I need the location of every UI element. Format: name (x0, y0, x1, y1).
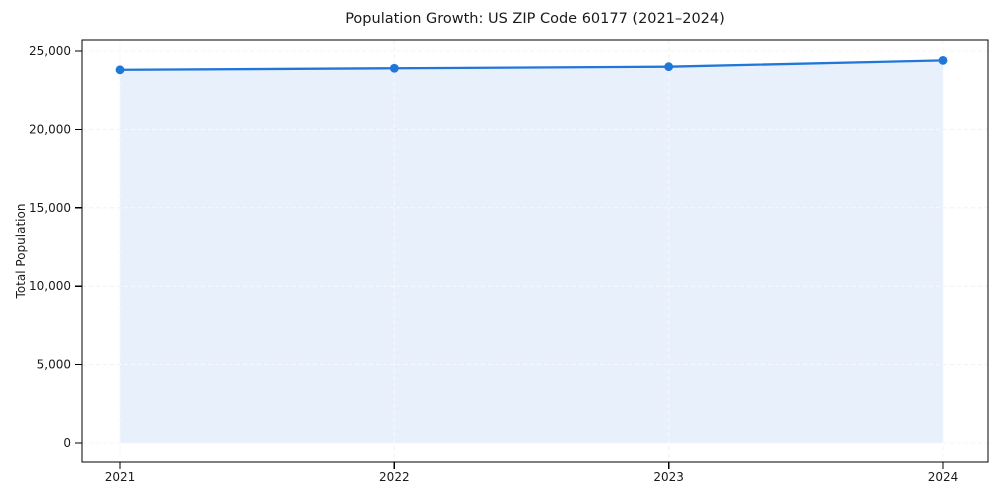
y-tick-label: 0 (63, 436, 71, 450)
data-point (115, 65, 125, 75)
y-tick-label: 5,000 (37, 358, 71, 372)
data-line (118, 59, 945, 71)
x-tick-label: 2024 (928, 470, 959, 484)
area-fill (120, 60, 943, 444)
chart-title: Population Growth: US ZIP Code 60177 (20… (345, 11, 725, 27)
x-tick-label: 2021 (105, 470, 136, 484)
x-tick-label: 2022 (379, 470, 410, 484)
axis-frame (81, 39, 989, 463)
y-tick-label: 25,000 (29, 44, 71, 58)
y-tick-label: 20,000 (29, 122, 71, 136)
data-point (389, 63, 399, 73)
data-point (938, 56, 948, 65)
y-tick-label: 15,000 (29, 201, 71, 215)
y-tick-label: 10,000 (29, 279, 71, 293)
ticks: 0 5,000 10,000 15,000 20,000 25,000 2021 2022 20… (29, 44, 958, 484)
grid-over (82, 40, 988, 462)
x-tick-label: 2023 (653, 470, 684, 484)
data-point (664, 62, 674, 72)
